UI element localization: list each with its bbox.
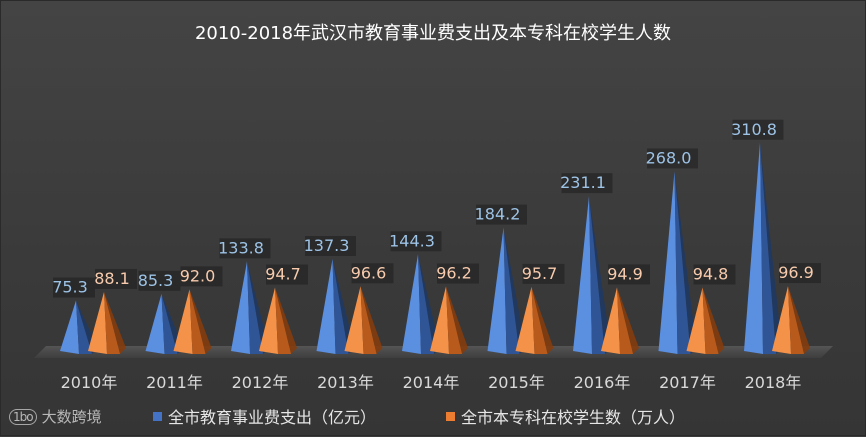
- data-label-students-2: 94.7: [265, 265, 301, 284]
- data-label-shadow: [608, 264, 650, 285]
- bar-students-1[interactable]: [173, 289, 212, 354]
- data-label-shadow: [561, 173, 613, 194]
- bar-students-7[interactable]: [686, 287, 725, 354]
- bar-students-8[interactable]: [772, 286, 810, 354]
- data-label-shadow: [437, 263, 479, 284]
- legend-label-students: 全市本专科在校学生数（万人）: [461, 408, 686, 427]
- x-tick-label-3: 2013年: [317, 373, 374, 392]
- bar-spending-3[interactable]: [316, 259, 355, 354]
- data-label-shadow: [732, 119, 784, 140]
- data-label-students-0: 88.1: [94, 269, 130, 288]
- bar-students-6[interactable]: [601, 287, 639, 354]
- data-label-shadow: [180, 266, 223, 287]
- data-label-spending-7: 268.0: [646, 148, 692, 167]
- bar-spending-5[interactable]: [487, 227, 526, 354]
- data-label-students-3: 96.6: [351, 263, 387, 282]
- data-label-shadow: [266, 264, 308, 285]
- bar-students-3[interactable]: [344, 286, 383, 354]
- legend-swatch-students: [446, 411, 455, 421]
- data-label-students-8: 96.9: [778, 263, 814, 282]
- data-label-spending-1: 85.3: [138, 271, 174, 290]
- watermark: 1bo 大数跨境: [9, 406, 102, 427]
- data-label-spending-4: 144.3: [389, 231, 435, 250]
- bar-students-2[interactable]: [259, 287, 297, 354]
- data-label-students-4: 96.2: [436, 264, 472, 283]
- bar-spending-7[interactable]: [658, 171, 697, 354]
- data-label-students-5: 95.7: [522, 264, 558, 283]
- bar-spending-6[interactable]: [573, 196, 611, 354]
- bar-spending-2[interactable]: [231, 261, 269, 354]
- data-label-shadow: [305, 236, 356, 257]
- data-label-shadow: [219, 238, 271, 259]
- legend-item-students[interactable]: 全市本专科在校学生数（万人）: [446, 405, 685, 427]
- x-tick-label-1: 2011年: [146, 373, 203, 392]
- x-tick-label-8: 2018年: [745, 373, 802, 392]
- data-label-spending-5: 184.2: [475, 205, 521, 224]
- data-label-students-7: 94.8: [693, 264, 729, 283]
- bar-spending-8[interactable]: [744, 142, 782, 354]
- data-label-students-6: 94.9: [607, 264, 643, 283]
- legend-label-spending: 全市教育事业费支出（亿元）: [168, 408, 377, 427]
- legend-item-spending[interactable]: 全市教育事业费支出（亿元）: [153, 405, 376, 427]
- data-label-students-1: 92.0: [180, 266, 216, 285]
- data-label-shadow: [390, 231, 442, 252]
- x-tick-label-6: 2016年: [574, 373, 631, 392]
- data-label-spending-6: 231.1: [560, 173, 606, 192]
- legend-swatch-spending: [153, 411, 162, 421]
- x-tick-label-4: 2014年: [403, 373, 460, 392]
- data-label-spending-3: 137.3: [304, 236, 350, 255]
- data-label-spending-0: 75.3: [52, 278, 88, 297]
- data-label-shadow: [779, 263, 821, 284]
- data-label-spending-8: 310.8: [731, 120, 777, 139]
- bar-students-4[interactable]: [430, 286, 468, 354]
- data-label-shadow: [693, 264, 736, 285]
- data-label-shadow: [522, 263, 565, 284]
- bar-students-5[interactable]: [515, 286, 554, 354]
- x-tick-label-7: 2017年: [659, 373, 716, 392]
- data-label-shadow: [53, 277, 95, 298]
- watermark-logo: 1bo: [9, 408, 37, 425]
- bar-spending-4[interactable]: [402, 254, 440, 354]
- bar-students-0[interactable]: [88, 291, 126, 354]
- data-label-shadow: [476, 204, 527, 225]
- watermark-text: 大数跨境: [41, 408, 102, 426]
- x-tick-label-2: 2012年: [232, 373, 289, 392]
- x-tick-label-0: 2010年: [61, 373, 118, 392]
- data-label-spending-2: 133.8: [218, 238, 264, 257]
- data-label-shadow: [647, 148, 698, 169]
- x-tick-label-5: 2015年: [488, 373, 545, 392]
- data-label-shadow: [95, 268, 137, 289]
- data-label-shadow: [138, 270, 181, 291]
- chart-title: 2010-2018年武汉市教育事业费支出及本专科在校学生人数: [194, 23, 672, 44]
- data-label-shadow: [351, 263, 394, 284]
